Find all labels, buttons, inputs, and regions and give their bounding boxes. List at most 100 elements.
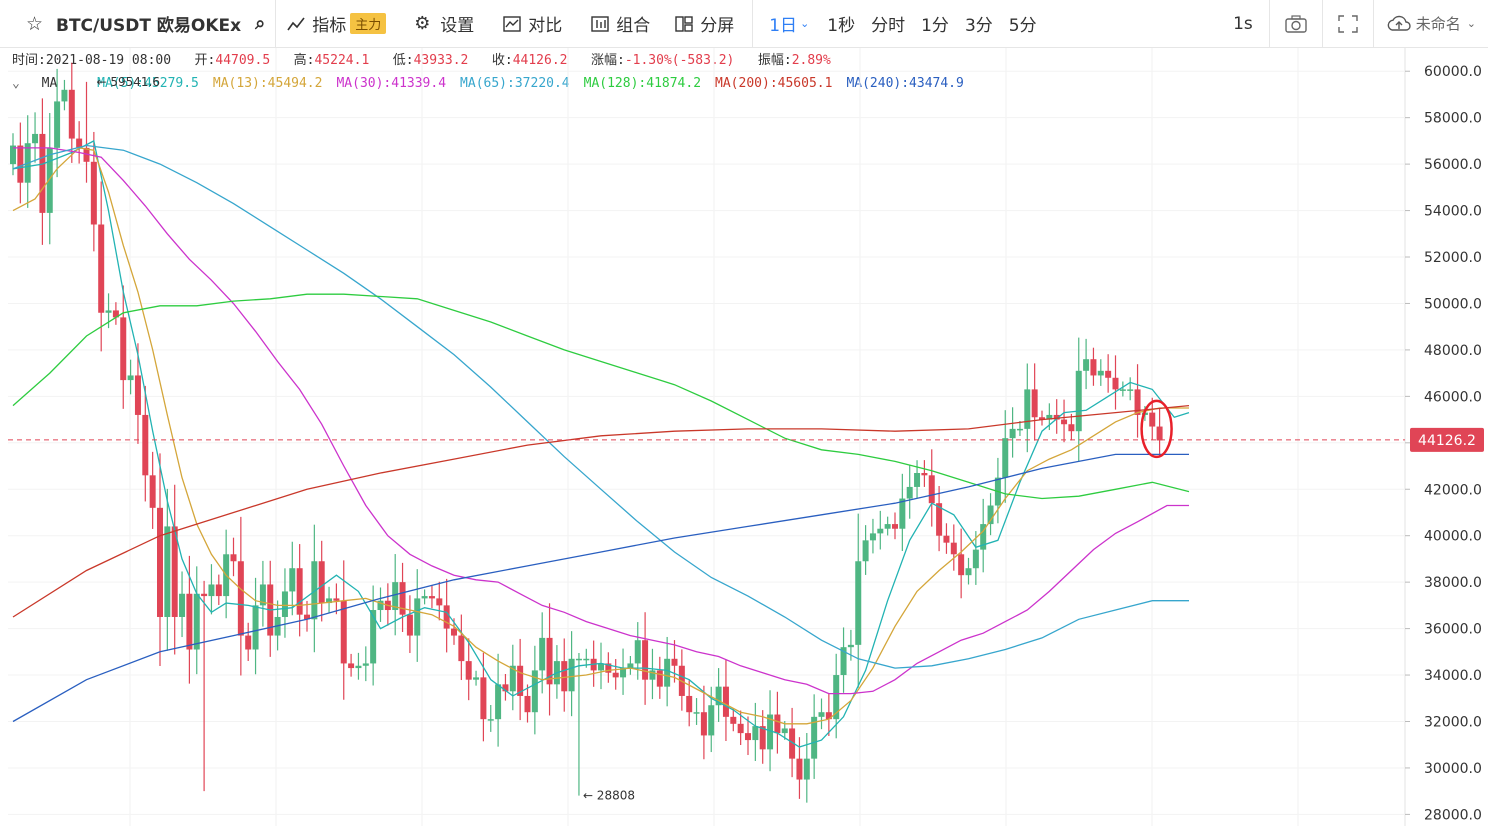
candle[interactable] <box>61 79 68 111</box>
candle[interactable] <box>693 698 700 725</box>
candle[interactable] <box>642 612 649 705</box>
candle[interactable] <box>127 359 134 395</box>
candle[interactable] <box>281 568 288 638</box>
candle[interactable] <box>340 560 347 700</box>
candle[interactable] <box>671 640 678 683</box>
candle[interactable] <box>245 622 252 661</box>
candle[interactable] <box>83 81 90 183</box>
candle[interactable] <box>112 302 119 325</box>
candle[interactable] <box>237 516 244 676</box>
candle[interactable] <box>421 589 428 605</box>
candle[interactable] <box>884 516 891 536</box>
ma-legend-item[interactable]: MA(200):45605.1 <box>715 76 833 91</box>
candle[interactable] <box>171 484 178 655</box>
candle[interactable] <box>524 684 531 723</box>
period-1d[interactable]: 1日 ⌄ <box>753 0 819 48</box>
candle[interactable] <box>428 585 435 609</box>
candle[interactable] <box>399 562 406 633</box>
candle[interactable] <box>142 385 149 502</box>
candle[interactable] <box>1119 381 1126 397</box>
candle[interactable] <box>406 595 413 654</box>
candle[interactable] <box>1016 420 1023 436</box>
candle[interactable] <box>311 524 318 653</box>
candle[interactable] <box>201 580 208 792</box>
candle[interactable] <box>68 62 75 163</box>
ma-collapse-icon[interactable]: ⌄ <box>12 76 20 91</box>
candle[interactable] <box>458 614 465 681</box>
candle[interactable] <box>509 644 516 711</box>
candle[interactable] <box>32 112 39 163</box>
candle[interactable] <box>1112 355 1119 410</box>
candle[interactable] <box>1002 410 1009 503</box>
combine-button[interactable]: 组合 <box>580 0 660 48</box>
candle[interactable] <box>722 659 729 741</box>
candle[interactable] <box>304 600 310 632</box>
candle[interactable] <box>774 691 781 754</box>
ma-legend-item[interactable]: MA(13):45494.2 <box>212 76 323 91</box>
candlestick-chart[interactable]: 28000.0 30000.0 32000.0 34000.0 36000.0 38000… <box>0 48 1488 826</box>
candle[interactable] <box>634 622 641 680</box>
candle[interactable] <box>370 585 377 686</box>
candle[interactable] <box>811 694 818 779</box>
candle[interactable] <box>1053 399 1060 434</box>
candle[interactable] <box>487 705 494 732</box>
candle[interactable] <box>333 583 340 615</box>
candle[interactable] <box>1149 397 1156 440</box>
candle[interactable] <box>906 464 913 519</box>
candle[interactable] <box>1083 338 1090 390</box>
symbol-selector[interactable]: ☆ BTC/USDT 欧易OKEx ⌕ <box>0 0 275 48</box>
candle[interactable] <box>833 653 840 739</box>
candle[interactable] <box>892 512 898 540</box>
candle[interactable] <box>1156 407 1163 458</box>
candle[interactable] <box>149 451 156 529</box>
screenshot-button[interactable] <box>1270 0 1322 48</box>
candle[interactable] <box>193 566 200 675</box>
candle[interactable] <box>414 569 421 662</box>
candle[interactable] <box>745 716 751 756</box>
candle[interactable] <box>495 653 502 747</box>
candle[interactable] <box>928 449 935 527</box>
fullscreen-button[interactable] <box>1323 0 1373 48</box>
candle[interactable] <box>1134 364 1141 438</box>
candle[interactable] <box>348 653 355 677</box>
period-5m[interactable]: 5分 <box>1008 16 1037 36</box>
candle[interactable] <box>877 510 884 550</box>
candle[interactable] <box>1009 407 1016 458</box>
candle[interactable] <box>656 656 663 699</box>
save-layout-button[interactable]: 未命名 ⌄ <box>1374 0 1488 48</box>
candle[interactable] <box>436 581 443 621</box>
candle[interactable] <box>840 627 847 693</box>
candle[interactable] <box>76 121 83 164</box>
candle[interactable] <box>1024 363 1031 453</box>
candle[interactable] <box>568 631 575 717</box>
candle[interactable] <box>575 652 582 796</box>
ma-legend-item[interactable]: MA(240):43474.9 <box>846 76 964 91</box>
candle[interactable] <box>443 578 450 653</box>
candle[interactable] <box>531 645 538 735</box>
candle[interactable] <box>759 710 766 764</box>
search-icon[interactable]: ⌕ <box>255 13 266 34</box>
candle[interactable] <box>730 708 737 732</box>
candle[interactable] <box>473 670 480 686</box>
period-timeline[interactable]: 分时 <box>871 16 906 36</box>
period-1m[interactable]: 1分 <box>921 16 949 36</box>
candle[interactable] <box>605 652 612 683</box>
candle[interactable] <box>296 544 303 637</box>
candle[interactable] <box>862 525 869 575</box>
candle[interactable] <box>987 493 994 536</box>
candle[interactable] <box>98 181 105 352</box>
candle[interactable] <box>546 603 553 716</box>
candle[interactable] <box>267 560 274 657</box>
candle[interactable] <box>120 285 127 409</box>
candle[interactable] <box>134 343 141 444</box>
candle[interactable] <box>737 710 744 746</box>
candle[interactable] <box>465 638 472 701</box>
candle[interactable] <box>164 488 171 651</box>
candle[interactable] <box>1127 377 1134 401</box>
candle[interactable] <box>620 648 627 695</box>
candle[interactable] <box>54 68 61 178</box>
candle[interactable] <box>259 560 266 627</box>
candle[interactable] <box>24 115 31 208</box>
candle[interactable] <box>289 541 296 616</box>
candle[interactable] <box>215 574 222 605</box>
